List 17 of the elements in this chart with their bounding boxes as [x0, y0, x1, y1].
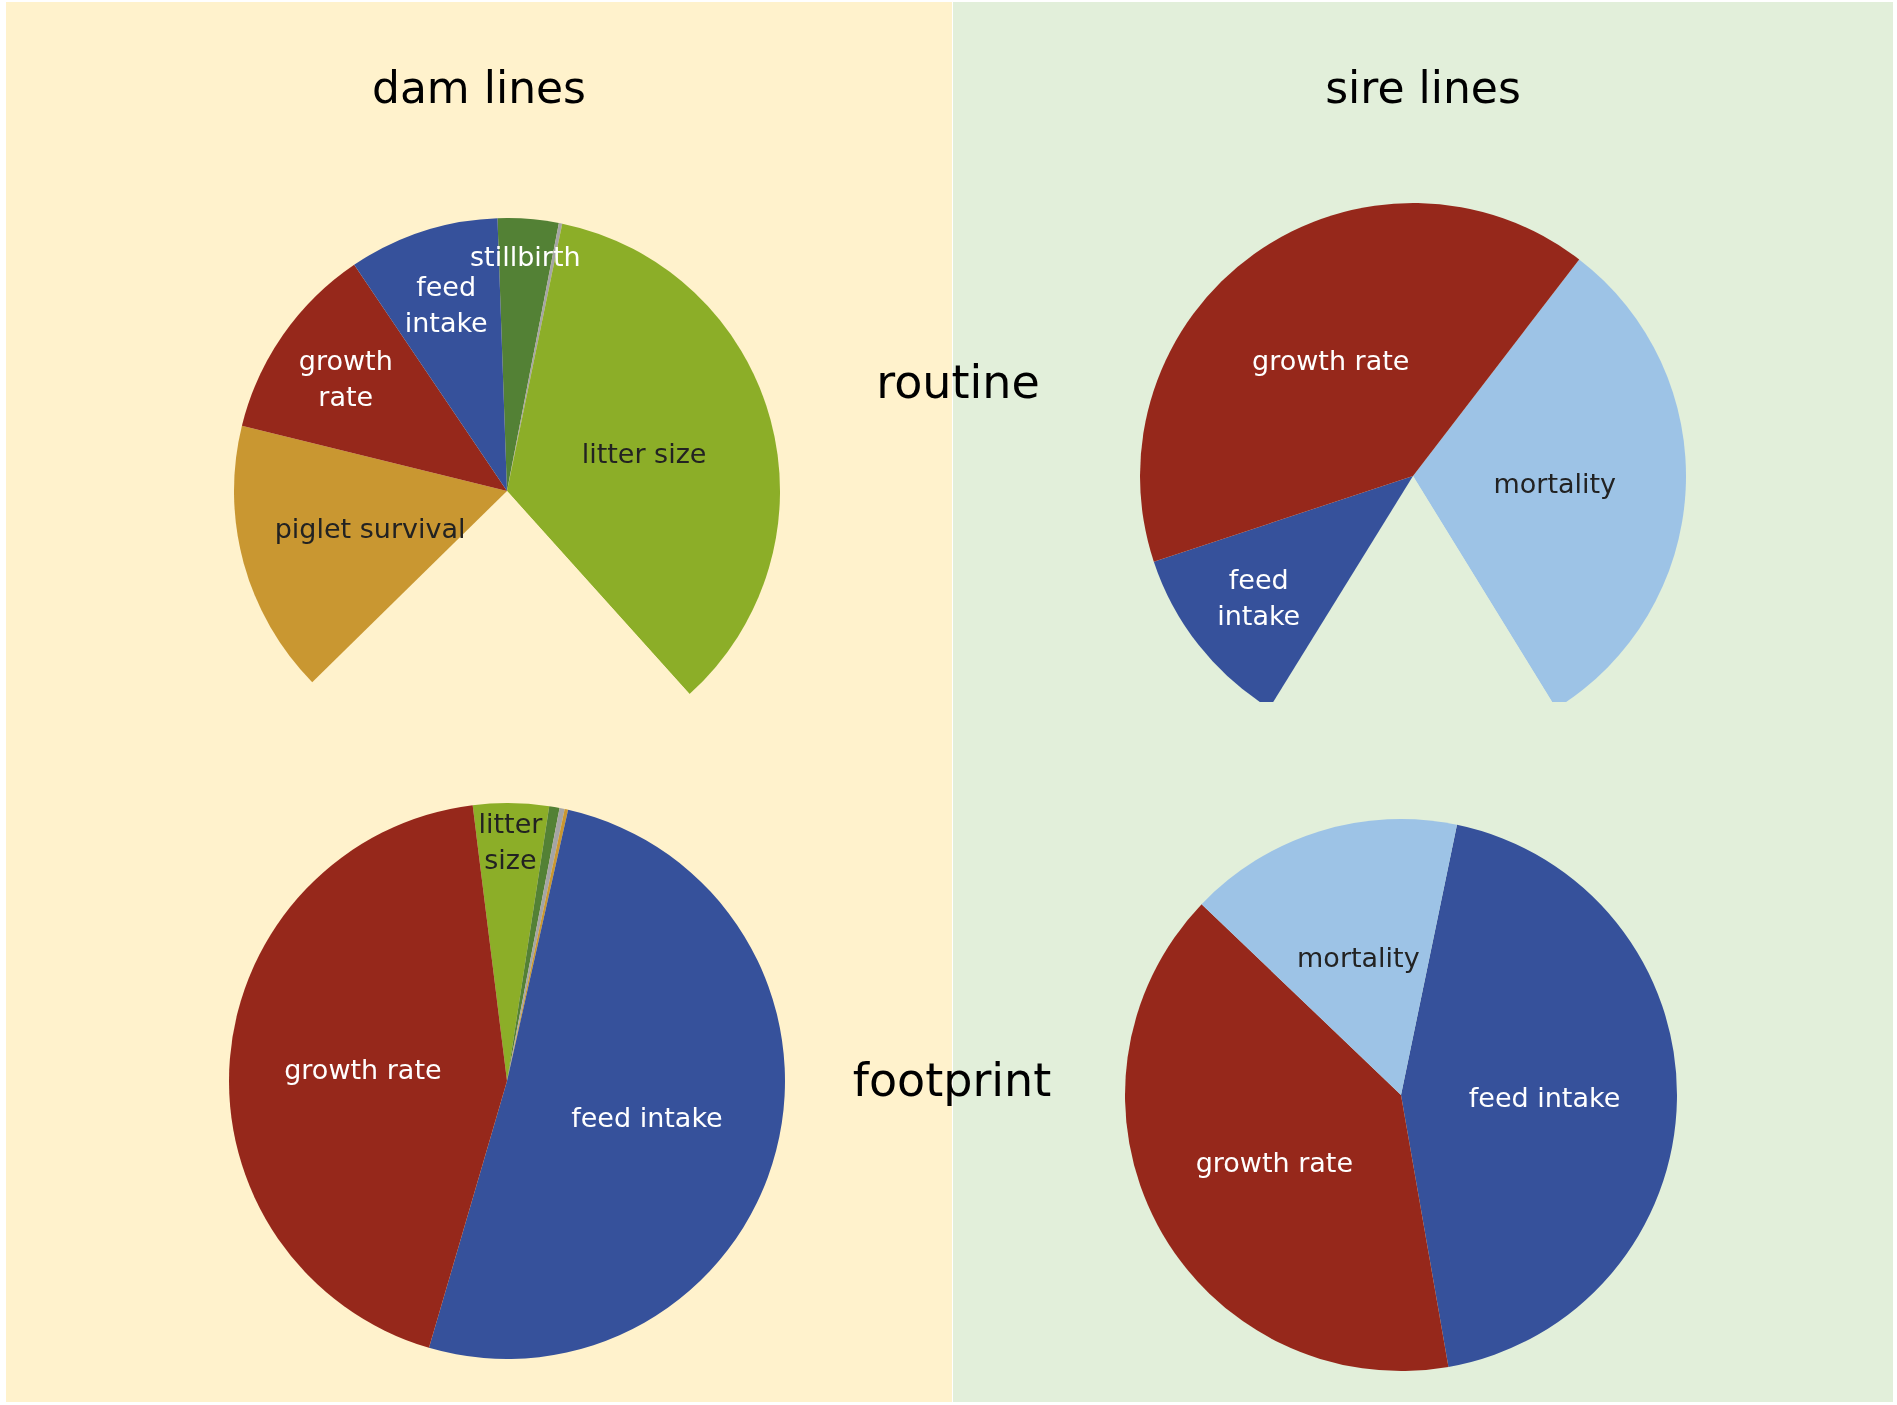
- text: routine: [876, 355, 1040, 409]
- slice-label: feed intake: [404, 270, 488, 338]
- slice-label: litter size: [478, 808, 544, 876]
- slice-label: mortality: [1297, 942, 1420, 974]
- slice-label: growth rate: [284, 1053, 442, 1085]
- text: footprint: [852, 1053, 1052, 1107]
- slice-label: growth rate: [1252, 344, 1410, 376]
- slice-label: growth rate: [298, 345, 393, 413]
- slice-label: feed intake: [571, 1101, 723, 1133]
- slice-label: growth rate: [1195, 1147, 1354, 1179]
- slice-label: litter size: [581, 438, 707, 470]
- chart-title: sire lines: [1325, 61, 1521, 113]
- slice-label: mortality: [1493, 467, 1617, 499]
- chart-title: dam lines: [371, 61, 587, 113]
- slice-label: piglet survival: [274, 513, 466, 545]
- slice-label: feed intake: [1217, 564, 1301, 632]
- slice-label: feed intake: [1468, 1081, 1621, 1113]
